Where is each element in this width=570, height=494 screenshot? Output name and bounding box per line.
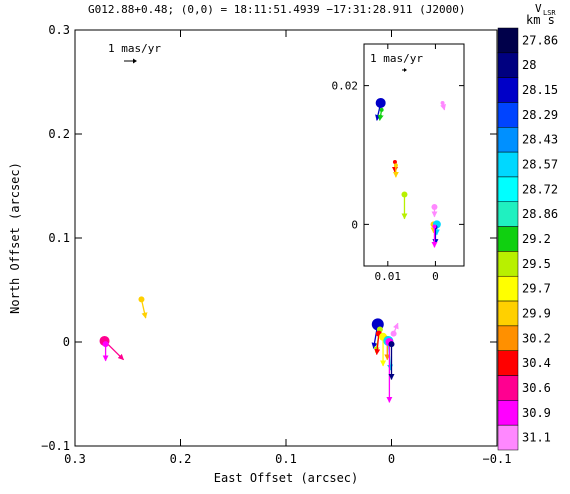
colorbar-cell	[497, 52, 519, 78]
chart-title: G012.88+0.48; (0,0) = 18:11:51.4939 −17:…	[88, 3, 466, 16]
x-tick-label: −0.1	[483, 452, 512, 466]
colorbar-label-v: V	[535, 2, 542, 15]
colorbar-cell	[497, 275, 519, 302]
inset-x-tick-label: 0.01	[375, 270, 402, 283]
main-axis-ticks: 0.3 0.2 0.1 0 −0.1 −0.1 0 0.1 0.2 0.3	[41, 23, 511, 466]
colorbar-cell	[497, 400, 519, 426]
inset-maser-spot	[379, 107, 384, 112]
colorbar-tick-label: 28	[522, 58, 536, 72]
colorbar-cell	[497, 151, 519, 178]
colorbar-tick-label: 30.4	[522, 356, 551, 370]
colorbar-tick-label: 30.6	[522, 381, 551, 395]
colorbar-cell	[497, 251, 519, 277]
inset-panel: 0.01 0 0 0.02 1 mas/yr	[332, 43, 465, 283]
inset-maser-spot	[393, 163, 398, 168]
colorbar-tick-label: 28.43	[522, 133, 558, 147]
main-reference-arrow-label: 1 mas/yr	[108, 42, 161, 55]
main-reference-arrow-head	[133, 58, 137, 64]
x-tick-label: 0	[388, 452, 395, 466]
inset-maser-spot	[401, 191, 408, 198]
inset-maser-spot	[440, 100, 445, 105]
colorbar-cell	[497, 350, 519, 376]
colorbar-cell	[497, 226, 519, 252]
inset-y-tick-label: 0.02	[332, 80, 359, 93]
x-tick-label: 0.3	[64, 452, 86, 466]
colorbar-cell	[497, 77, 519, 103]
inset-reference-arrow-label: 1 mas/yr	[370, 52, 423, 65]
colorbar-tick-label: 29.2	[522, 232, 551, 246]
main-reference-arrow: 1 mas/yr	[108, 42, 161, 64]
inset-maser-spot	[375, 97, 386, 108]
colorbar-label-lsr: LSR	[543, 9, 556, 17]
colorbar-cell	[497, 325, 519, 351]
colorbar-tick-label: 30.2	[522, 331, 551, 345]
colorbar-tick-label: 29.9	[522, 306, 551, 320]
y-tick-label: −0.1	[41, 439, 70, 453]
x-tick-label: 0.1	[275, 452, 297, 466]
colorbar-tick-label: 28.72	[522, 182, 558, 196]
colorbar-cell	[497, 102, 519, 128]
colorbar-cell	[497, 27, 519, 54]
colorbar-tick-label: 29.5	[522, 257, 551, 271]
main-series	[99, 296, 399, 403]
y-axis-label: North Offset (arcsec)	[8, 162, 22, 314]
colorbar-tick-label: 28.57	[522, 158, 558, 172]
colorbar-tick-label: 29.7	[522, 282, 551, 296]
inset-frame	[363, 43, 465, 267]
y-tick-label: 0	[63, 335, 70, 349]
x-axis-label: East Offset (arcsec)	[214, 471, 359, 485]
main-motion-arrow	[374, 333, 381, 356]
colorbar-cell	[497, 375, 519, 401]
colorbar-cell	[497, 300, 519, 327]
colorbar-tick-label: 28.15	[522, 83, 558, 97]
colorbar-tick-label: 27.86	[522, 33, 558, 47]
colorbar-cell	[497, 127, 519, 153]
inset-series	[375, 97, 446, 248]
colorbar-tick-label: 31.1	[522, 431, 551, 445]
x-tick-label: 0.2	[170, 452, 192, 466]
inset-axis-ticks: 0.01 0 0 0.02	[332, 44, 464, 283]
main-maser-spot	[138, 296, 145, 303]
inset-y-tick-label: 0	[351, 218, 358, 231]
inset-maser-spot	[432, 224, 437, 229]
inset-maser-spot	[431, 204, 438, 211]
main-maser-spot	[102, 341, 109, 348]
inset-reference-arrow-head	[404, 68, 407, 72]
main-maser-spot	[388, 341, 395, 348]
y-tick-label: 0.1	[48, 231, 70, 245]
colorbar-label-unit: km s	[526, 13, 555, 27]
colorbar-cell	[497, 176, 519, 203]
inset-maser-spot	[392, 159, 397, 164]
inset-x-tick-label: 0	[432, 270, 439, 283]
y-tick-label: 0.2	[48, 127, 70, 141]
color-bar: V LSR km s 27.86 28 28.15 28.29 28.43 28.57 28…	[497, 2, 558, 451]
colorbar-tick-label: 28.86	[522, 207, 558, 221]
colorbar-tick-label: 28.29	[522, 108, 558, 122]
y-tick-label: 0.3	[48, 23, 70, 37]
main-maser-spot	[390, 330, 397, 337]
colorbar-cell	[497, 424, 519, 451]
colorbar-cell	[497, 201, 519, 227]
colorbar-tick-label: 30.9	[522, 406, 551, 420]
main-motion-arrow	[140, 299, 148, 319]
